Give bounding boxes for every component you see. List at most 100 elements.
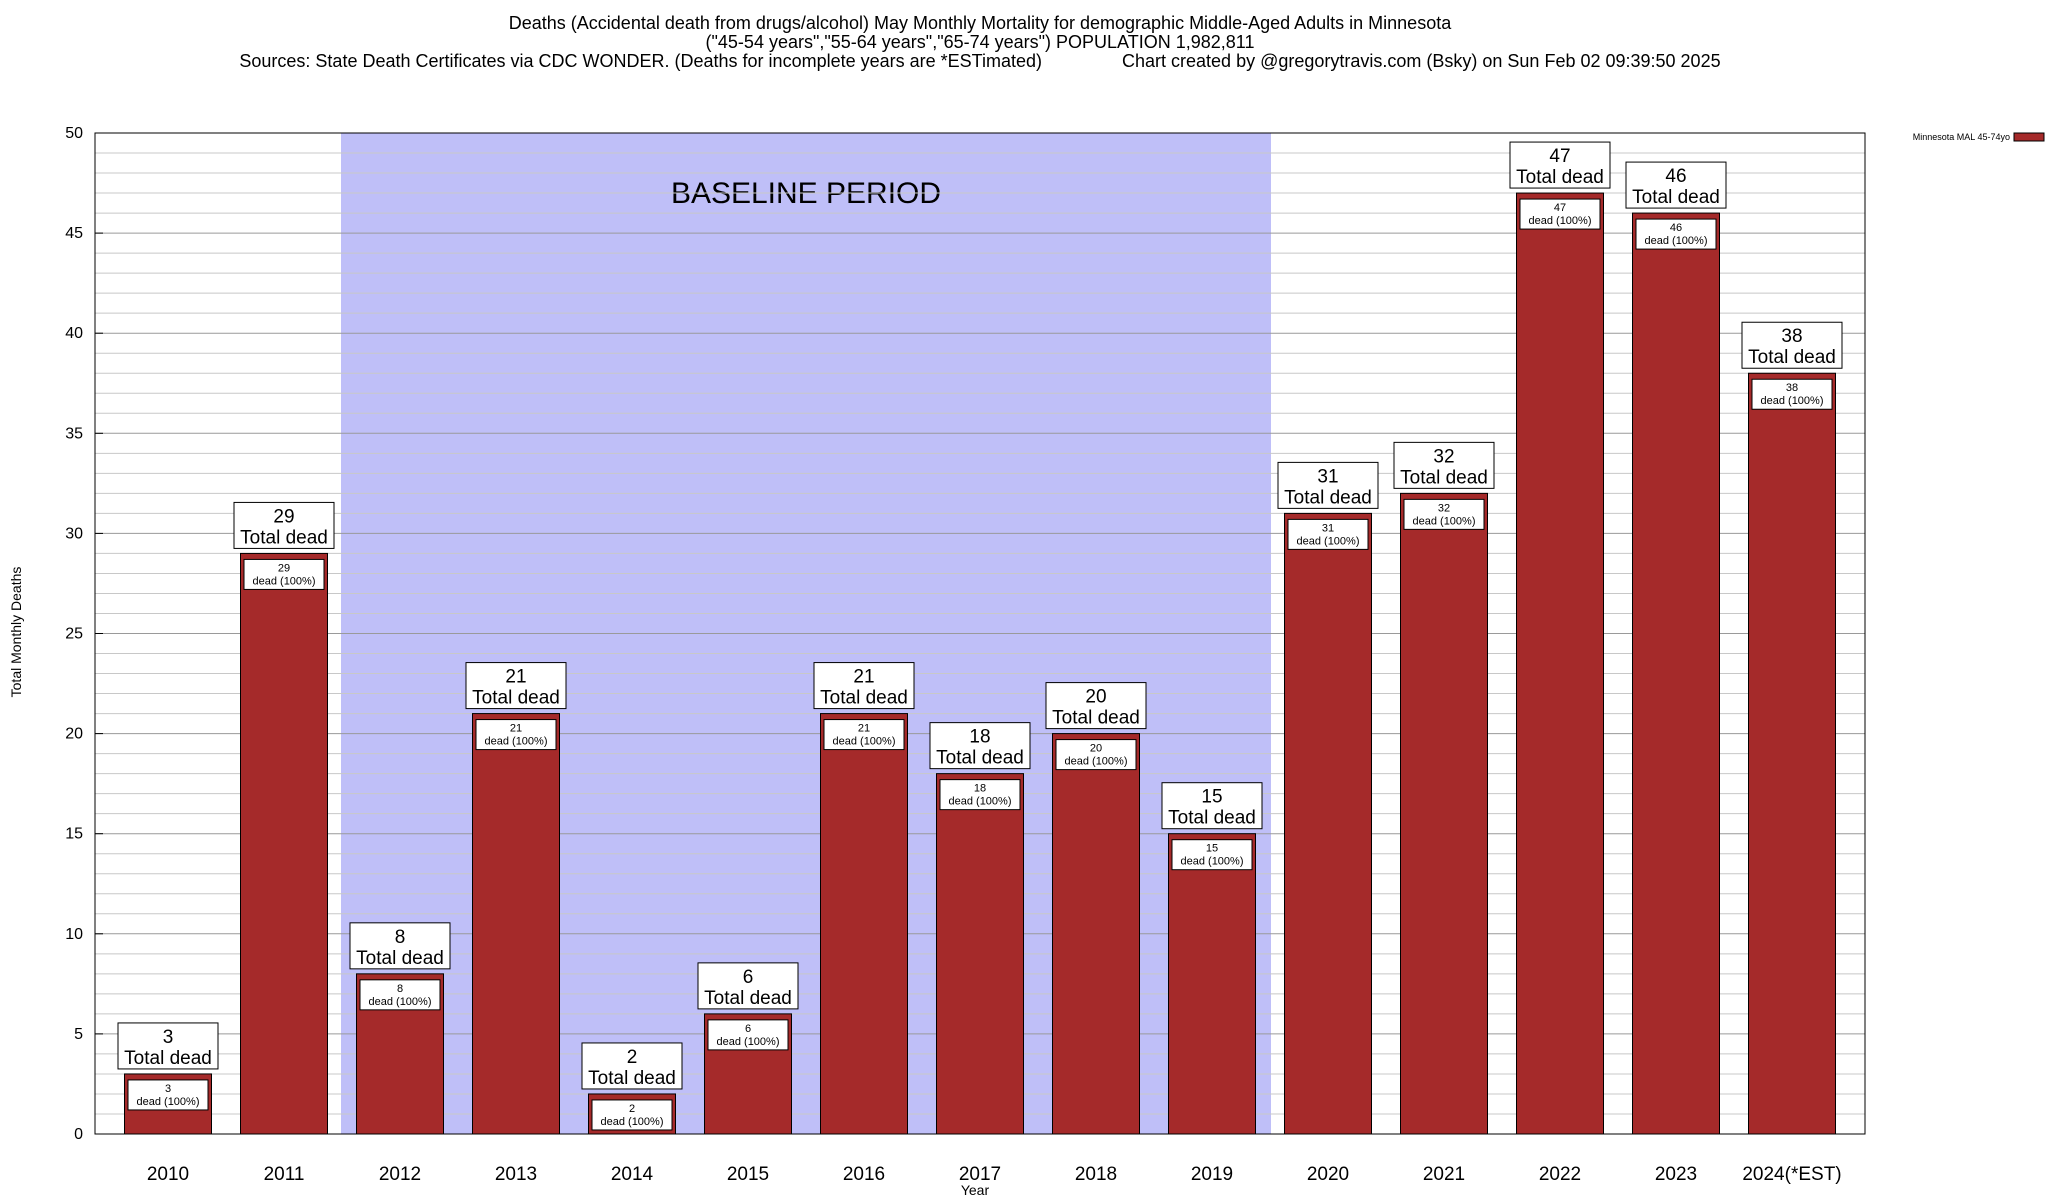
bar-total-label-box [1625, 161, 1727, 209]
bar-inner-caption-label: dead (100%) [1761, 395, 1824, 407]
tick-label-layer: 0 5 10 15 20 25 30 35 40 45 50 2010 2011 2012 2013 2014… [65, 125, 1841, 1185]
bar-inner-label-box [1403, 498, 1485, 530]
bar-total-value-label: 6 [743, 967, 754, 988]
bar-inner-value-label: 18 [974, 783, 986, 795]
x-tick-label: 2016 [843, 1164, 885, 1185]
bar-inner-caption-label: dead (100%) [1065, 756, 1128, 768]
bar-inner-label-box [127, 1079, 209, 1111]
bar-total-value-label: 29 [273, 506, 294, 527]
bar-total-value-label: 32 [1433, 446, 1454, 467]
x-tick-label: 2021 [1423, 1164, 1465, 1185]
x-tick-label: 2022 [1539, 1164, 1581, 1185]
bar-total-label-box [1509, 141, 1611, 189]
x-tick-label: 2015 [727, 1164, 769, 1185]
bar-total-label-box [1393, 441, 1495, 489]
bar-inner-caption-label: dead (100%) [717, 1036, 780, 1048]
y-tick-label: 5 [74, 1026, 83, 1043]
bar-inner-value-label: 29 [278, 562, 290, 574]
bar-total-value-label: 8 [395, 927, 406, 948]
legend: Minnesota MAL 45-74yo [1913, 132, 2045, 142]
y-axis-label: Total Monthly Deaths [8, 567, 24, 698]
bar [1400, 492, 1488, 1135]
bar-total-caption-label: Total dead [240, 527, 328, 548]
x-tick-label: 2019 [1191, 1164, 1233, 1185]
bar [1168, 833, 1256, 1135]
y-tick-label: 0 [74, 1126, 83, 1143]
bar-total-label-box [697, 962, 799, 1010]
bar-total-caption-label: Total dead [820, 688, 908, 709]
bar [1052, 733, 1140, 1135]
bar-total-value-label: 3 [163, 1027, 174, 1048]
bar-inner-label-box [475, 719, 557, 751]
bar-inner-value-label: 46 [1670, 222, 1682, 234]
bar-inner-label-box [1751, 378, 1833, 410]
bar [1748, 372, 1836, 1135]
x-tick-label: 2023 [1655, 1164, 1697, 1185]
y-tick-label: 30 [65, 525, 83, 542]
bar-inner-caption-label: dead (100%) [137, 1096, 200, 1108]
bar-total-value-label: 47 [1549, 146, 1570, 167]
x-tick-label: 2010 [147, 1164, 189, 1185]
chart-title: Deaths (Accidental death from drugs/alco… [0, 14, 1960, 71]
bar-inner-value-label: 3 [165, 1083, 171, 1095]
bar-inner-caption-label: dead (100%) [1645, 235, 1708, 247]
legend-entry-label: Minnesota MAL 45-74yo [1913, 132, 2010, 142]
bar-inner-value-label: 20 [1090, 743, 1102, 755]
x-tick-label: 2012 [379, 1164, 421, 1185]
bar-total-caption-label: Total dead [936, 748, 1024, 769]
bar-total-label-box [349, 922, 451, 970]
bar [1632, 212, 1720, 1135]
bar-inner-value-label: 6 [745, 1023, 751, 1035]
bar-inner-caption-label: dead (100%) [1297, 535, 1360, 547]
bar-inner-label-box [1287, 518, 1369, 550]
bar-inner-caption-label: dead (100%) [601, 1116, 664, 1128]
x-tick-label: 2020 [1307, 1164, 1349, 1185]
bar-inner-value-label: 31 [1322, 522, 1334, 534]
bar-inner-value-label: 2 [629, 1103, 635, 1115]
bar-total-caption-label: Total dead [1748, 347, 1836, 368]
bar-inner-label-box [939, 779, 1021, 811]
bar-inner-caption-label: dead (100%) [833, 736, 896, 748]
x-tick-label: 2018 [1075, 1164, 1117, 1185]
bar-inner-label-box [359, 979, 441, 1011]
y-tick-label: 10 [65, 926, 83, 943]
bar-total-value-label: 31 [1317, 466, 1338, 487]
x-tick-label: 2013 [495, 1164, 537, 1185]
bar-inner-label-box [1171, 839, 1253, 871]
x-tick-label: 2017 [959, 1164, 1001, 1185]
chart-title-line-1: Deaths (Accidental death from drugs/alco… [508, 13, 1452, 33]
bar [820, 713, 908, 1135]
bar-total-label-box [1277, 461, 1379, 509]
bar-inner-label-box [823, 719, 905, 751]
bar-total-label-box [1045, 682, 1147, 730]
bar-total-caption-label: Total dead [124, 1048, 212, 1069]
bar-total-label-box [1741, 321, 1843, 369]
bar-total-caption-label: Total dead [588, 1068, 676, 1089]
bar-total-label-box [929, 722, 1031, 770]
bar-total-value-label: 38 [1781, 326, 1802, 347]
bar-total-caption-label: Total dead [1284, 487, 1372, 508]
legend-swatch [2013, 132, 2045, 142]
y-tick-label: 15 [65, 826, 83, 843]
bar [1516, 192, 1604, 1135]
bar-total-caption-label: Total dead [1052, 708, 1140, 729]
bar-inner-caption-label: dead (100%) [1413, 515, 1476, 527]
chart-title-line-3: Sources: State Death Certificates via CD… [239, 51, 1721, 71]
y-tick-label: 35 [65, 425, 83, 442]
bar-inner-label-box [707, 1019, 789, 1051]
y-tick-label: 25 [65, 626, 83, 643]
bar-total-label-box [813, 662, 915, 710]
bar-inner-caption-label: dead (100%) [485, 736, 548, 748]
bar-inner-value-label: 8 [397, 983, 403, 995]
bar-inner-caption-label: dead (100%) [369, 996, 432, 1008]
bar-inner-value-label: 38 [1786, 382, 1798, 394]
bar-total-label-box [465, 662, 567, 710]
bar-total-caption-label: Total dead [356, 948, 444, 969]
bar-inner-value-label: 32 [1438, 502, 1450, 514]
bar-total-value-label: 21 [505, 667, 526, 688]
bar-total-label-box [117, 1022, 219, 1070]
bar-total-caption-label: Total dead [704, 988, 792, 1009]
bar-inner-label-box [1055, 739, 1137, 771]
